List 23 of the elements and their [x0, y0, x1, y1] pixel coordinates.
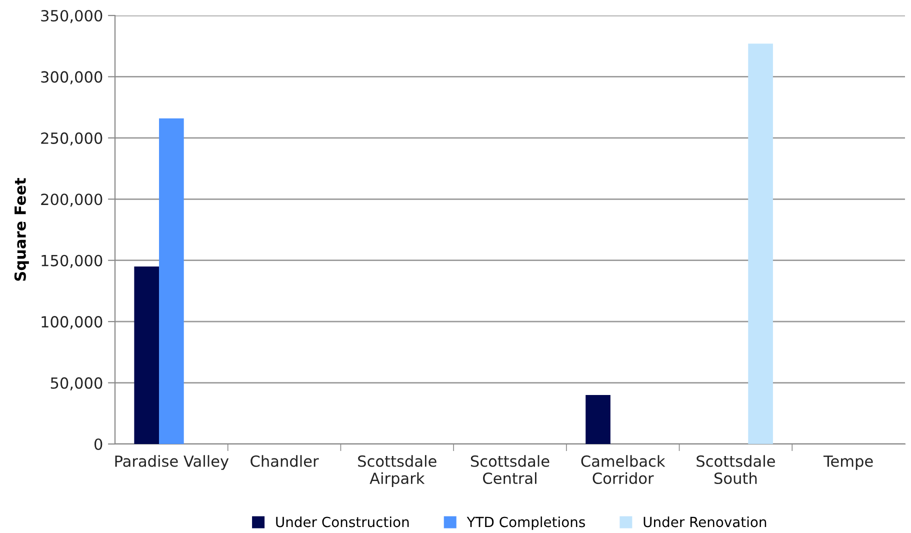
y-tick-label: 200,000 — [41, 194, 102, 207]
y-axis-title: Square Feet — [14, 178, 29, 281]
y-tick-label: 350,000 — [41, 10, 102, 24]
legend-label: Under Renovation — [644, 516, 766, 528]
bar — [159, 118, 184, 444]
x-tick-label: Paradise Valley — [115, 455, 229, 470]
x-tick-label: Scottsdale Airpark — [358, 455, 436, 488]
x-tick-label: Scottsdale Central — [470, 455, 550, 484]
bar — [134, 266, 160, 444]
y-tick-label: 250,000 — [41, 132, 102, 146]
bar — [586, 395, 610, 444]
y-tick-label: 100,000 — [42, 316, 102, 330]
y-tick-label: 300,000 — [41, 71, 102, 84]
y-tick-label: 0 — [94, 438, 102, 450]
y-tick-label: 50,000 — [50, 377, 102, 390]
x-tick-label: Camelback Corridor — [581, 455, 666, 484]
x-tick-label: Scottsdale South — [696, 455, 775, 484]
legend-label: YTD Completions — [466, 516, 585, 530]
x-tick-label: Tempe — [823, 456, 873, 470]
y-tick-label: 150,000 — [42, 254, 102, 268]
x-tick-label: Chandler — [250, 455, 319, 467]
bar — [748, 44, 773, 444]
legend-label: Under Construction — [276, 516, 409, 528]
